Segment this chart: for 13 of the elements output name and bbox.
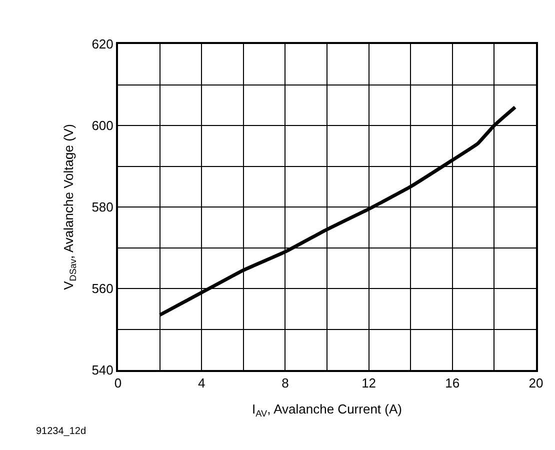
x-tick-label: 16 <box>445 376 460 391</box>
y-tick-label: 620 <box>92 36 114 52</box>
y-tick-label: 580 <box>92 200 114 215</box>
x-tick-label: 0 <box>114 376 122 391</box>
y-tick-label: 540 <box>92 362 114 378</box>
x-tick-label: 8 <box>282 376 289 391</box>
x-axis-title: I$_{AV}$, Avalanche Current (A) <box>252 402 402 418</box>
text: 91234_12d <box>36 426 86 437</box>
y-tick-label: 600 <box>92 118 114 134</box>
x-tick-label: 4 <box>198 376 206 391</box>
y-tick-label: 560 <box>92 281 114 296</box>
x-tick-label: 12 <box>362 376 376 391</box>
x-tick-label: 20 <box>528 376 544 391</box>
